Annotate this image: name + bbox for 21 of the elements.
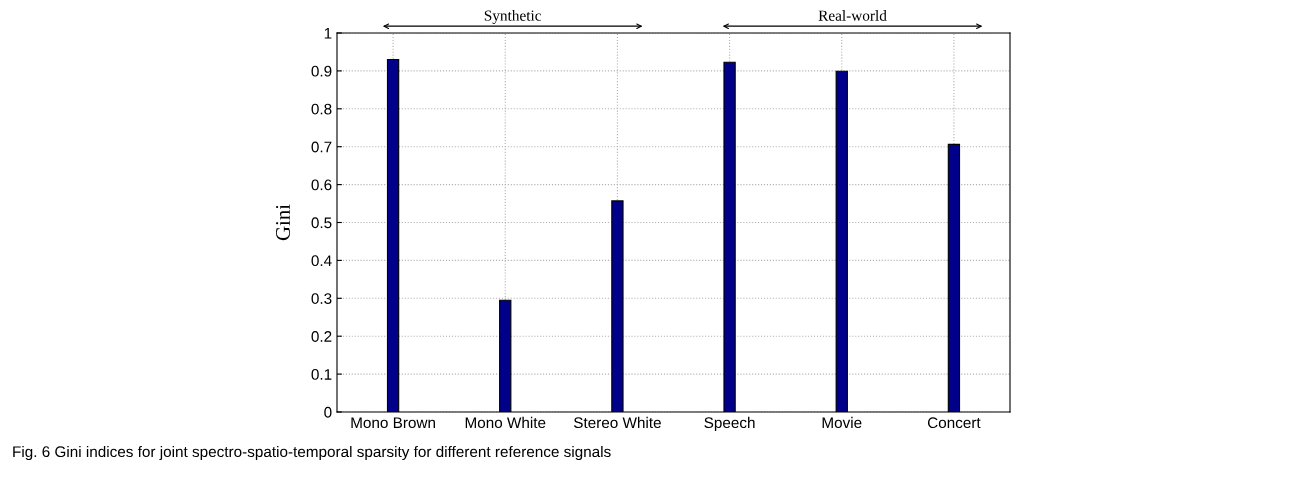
y-tick-label: 0.8 — [311, 103, 332, 115]
y-tick-label: 0.6 — [311, 179, 332, 191]
text: Synthetic — [484, 10, 542, 24]
y-tick-label: 0.4 — [311, 255, 332, 267]
y-axis-title: Gini — [276, 204, 290, 241]
y-tick-label: 0.9 — [311, 65, 332, 77]
x-tick-label: Movie — [822, 416, 862, 429]
text: Real-world — [818, 10, 887, 21]
y-tick-label: 0.5 — [311, 217, 332, 229]
y-tick-label: 0.3 — [311, 293, 332, 304]
y-tick-label: 1 — [324, 28, 332, 39]
x-tick-label: Concert — [927, 417, 981, 429]
caption: Fig. 6 Gini indices for joint spectro-spatio-temporal sparsity for different reference signals — [13, 445, 611, 461]
y-tick-label: 0 — [324, 406, 332, 418]
x-tick-label: Stereo White — [573, 416, 661, 429]
y-tick-label: 0.1 — [311, 368, 332, 380]
x-tick-label: Mono Brown — [351, 417, 435, 429]
x-tick-label: Mono White — [465, 416, 546, 429]
y-tick-label: 0.7 — [311, 141, 332, 153]
x-tick-label: Speech — [704, 416, 755, 432]
y-tick-label: 0.2 — [311, 331, 332, 342]
